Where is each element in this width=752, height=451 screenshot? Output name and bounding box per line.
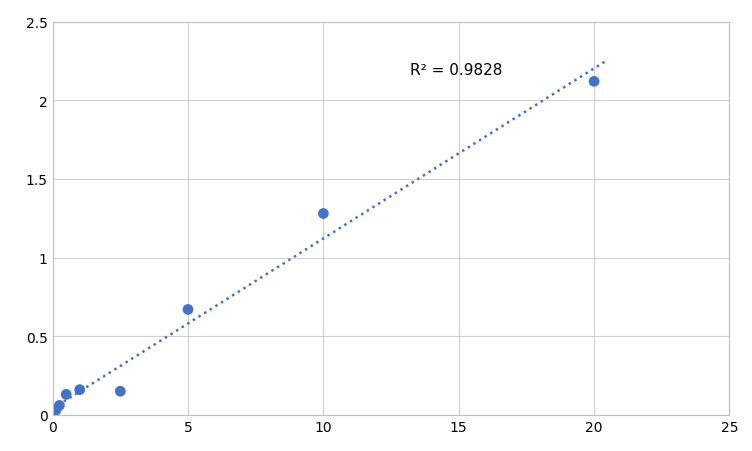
Point <box>60 391 72 398</box>
Point <box>317 211 329 218</box>
Point <box>182 306 194 313</box>
Point <box>74 386 86 393</box>
Text: R² = 0.9828: R² = 0.9828 <box>410 62 502 77</box>
Point <box>50 407 62 414</box>
Point <box>114 388 126 395</box>
Point <box>53 402 65 409</box>
Point <box>588 78 600 86</box>
Point <box>47 408 59 415</box>
